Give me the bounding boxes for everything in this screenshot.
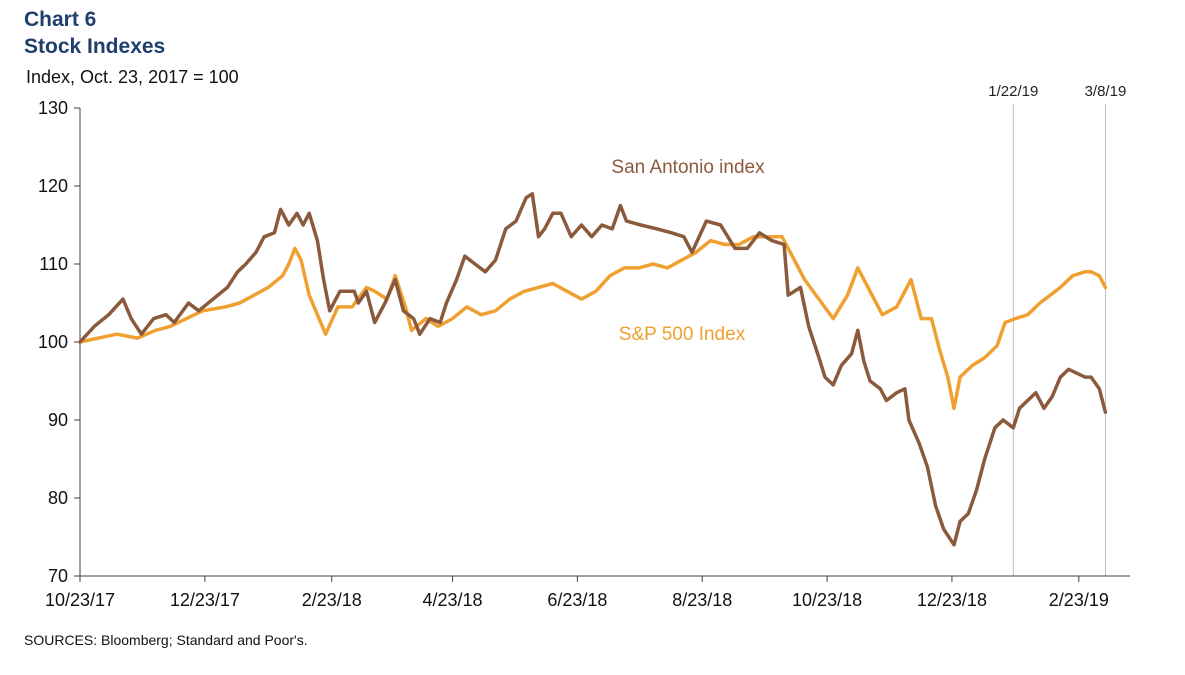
san-antonio-label: San Antonio index <box>611 157 765 178</box>
x-tick-label: 10/23/18 <box>792 590 862 610</box>
y-tick-label: 90 <box>48 410 68 430</box>
y-tick-label: 70 <box>48 566 68 586</box>
x-tick-label: 2/23/18 <box>302 590 362 610</box>
source-note: SOURCES: Bloomberg; Standard and Poor's. <box>24 632 308 648</box>
x-tick-label: 10/23/17 <box>45 590 115 610</box>
y-tick-label: 130 <box>38 98 68 118</box>
san-antonio-line <box>78 192 1108 547</box>
x-tick-label: 2/23/19 <box>1049 590 1109 610</box>
x-tick-label: 8/23/18 <box>672 590 732 610</box>
reference-line-label: 3/8/19 <box>1085 83 1127 100</box>
reference-line-label: 1/22/19 <box>988 83 1038 100</box>
x-ticks: 10/23/17 12/23/17 2/23/18 4/23/18 6/23/18 8/2… <box>45 576 1109 610</box>
chart-title: Stock Indexes <box>24 35 166 58</box>
y-axis-label: Index, Oct. 23, 2017 = 100 <box>26 67 239 87</box>
y-tick-label: 100 <box>38 332 68 352</box>
reference-lines: 1/22/19 3/8/19 <box>988 83 1126 576</box>
x-tick-label: 12/23/18 <box>917 590 987 610</box>
y-tick-label: 80 <box>48 488 68 508</box>
y-tick-label: 110 <box>39 254 68 274</box>
x-tick-label: 12/23/17 <box>170 590 240 610</box>
x-tick-label: 6/23/18 <box>547 590 607 610</box>
y-ticks: 70 80 90 100 110 120 130 <box>38 98 80 586</box>
chart-number: Chart 6 <box>24 8 97 31</box>
series-lines <box>78 192 1108 547</box>
y-tick-label: 120 <box>38 176 68 196</box>
series-labels: San Antonio index S&P 500 Index <box>611 157 765 345</box>
x-tick-label: 4/23/18 <box>422 590 482 610</box>
sp500-line <box>78 234 1108 411</box>
sp500-label: S&P 500 Index <box>619 324 746 345</box>
